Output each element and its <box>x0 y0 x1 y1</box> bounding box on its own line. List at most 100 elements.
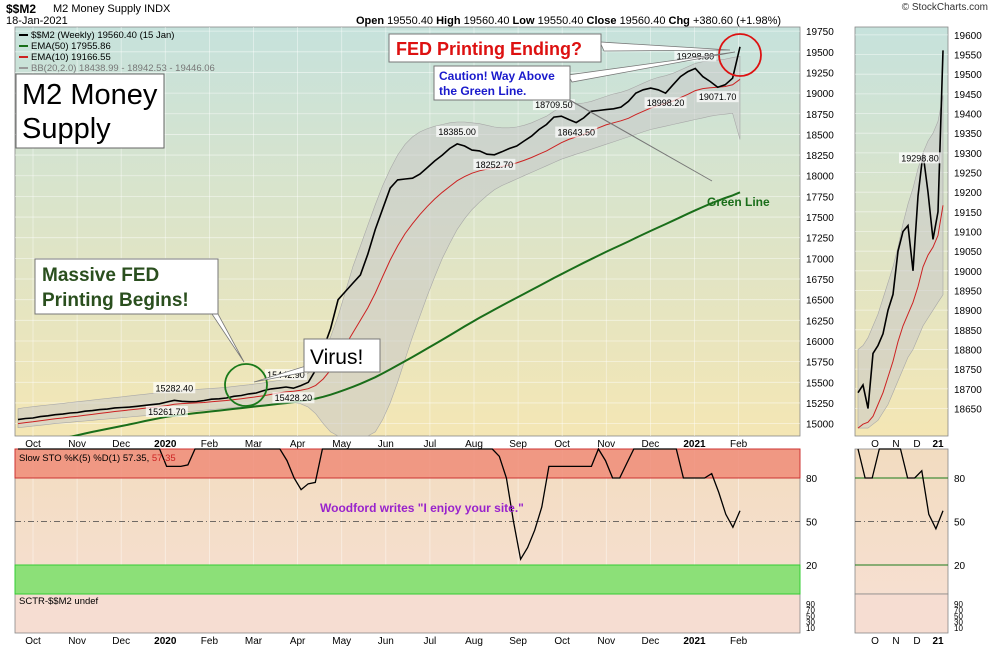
right-y-tick-label: 19150 <box>954 208 982 219</box>
lower-x-tick-label: Jul <box>424 636 437 647</box>
title-box-line2: Supply <box>22 113 111 145</box>
main-x-tick-label: Mar <box>245 439 263 450</box>
lower-x-tick-label: Feb <box>730 636 748 647</box>
right-y-tick-label: 19200 <box>954 188 982 199</box>
main-x-tick-label: Dec <box>642 439 660 450</box>
right-y-tick-label: 19100 <box>954 228 982 239</box>
stockcharts-credit: © StockCharts.com <box>901 2 988 13</box>
chart-symbol-name: M2 Money Supply INDX <box>53 3 170 15</box>
fed-ending-pointer <box>599 41 731 52</box>
price-value-label-bg <box>145 405 188 417</box>
main-x-tick-label: Feb <box>201 439 219 450</box>
ohlc-close: Close 19560.40 <box>586 15 669 27</box>
ohlc-open: Open 19550.40 <box>356 15 437 27</box>
main-x-tick-label: Feb <box>730 439 748 450</box>
main-x-tick-label: 2021 <box>683 439 706 450</box>
right-x-tick-label: 21 <box>932 439 944 450</box>
stoch-y-tick-label: 80 <box>806 474 818 485</box>
right-y-tick-label: 19400 <box>954 110 982 121</box>
right-y-tick-label: 18850 <box>954 326 982 337</box>
right-stoch-y-tick-label: 20 <box>954 561 966 572</box>
price-value-label: 15282.40 <box>153 382 196 394</box>
price-value-label: 18709.50 <box>532 99 575 111</box>
right-y-tick-label: 18750 <box>954 365 982 376</box>
lower-x-tick-label: May <box>332 636 351 647</box>
price-value-label-text: 19298.80 <box>677 51 715 61</box>
right-x-tick-label: O <box>871 439 879 450</box>
lower-x-tick-label: Oct <box>25 636 41 647</box>
sctr-legend: SCTR-$$M2 undef <box>19 596 99 607</box>
lower-x-tick-label: 2020 <box>154 636 177 647</box>
lower-x-tick-label: Sep <box>509 636 527 647</box>
fed-begins-line2: Printing Begins! <box>42 290 189 311</box>
main-y-tick-label: 15250 <box>806 399 834 410</box>
lower-x-tick-label: Feb <box>201 636 219 647</box>
price-value-label-bg <box>153 382 196 394</box>
right-bollinger-fill <box>857 95 944 429</box>
main-x-tick-label: May <box>332 439 351 450</box>
main-y-tick-label: 19000 <box>806 89 834 100</box>
stoch-overbought-zone <box>14 448 801 479</box>
price-value-label-text: 18709.50 <box>535 100 573 110</box>
right-value-label: 19298.80 <box>899 152 941 164</box>
lower-x-tick-label: Nov <box>597 636 615 647</box>
caution-line1: Caution! Way Above <box>439 69 555 83</box>
right-y-tick-label: 19550 <box>954 51 982 62</box>
main-x-tick-label: Nov <box>597 439 615 450</box>
virus-callout <box>303 338 381 373</box>
ema10-line <box>17 78 741 425</box>
right-x-tick-label: D <box>913 439 920 450</box>
right-y-tick-label: 19250 <box>954 169 982 180</box>
lower-x-tick-label: Aug <box>465 636 483 647</box>
fed-begins-callout <box>34 258 219 315</box>
ohlc-low: Low 19550.40 <box>512 15 587 27</box>
main-x-tick-label: Jun <box>378 439 394 450</box>
sctr-tick-label: 30 <box>806 618 815 627</box>
chart-symbol: $$M2 <box>6 2 37 16</box>
stoch-legend-d: 57.35 <box>152 453 176 464</box>
stoch-y-tick-label: 50 <box>806 518 818 529</box>
price-value-label: 15428.20 <box>272 392 315 404</box>
right-lower-x-tick-label: O <box>871 636 879 647</box>
right-y-tick-label: 18650 <box>954 404 982 415</box>
main-y-tick-label: 19750 <box>806 27 834 38</box>
price-value-label-bg <box>473 158 516 170</box>
sctr-tick-label: 70 <box>806 606 815 615</box>
right-x-tick-label: N <box>892 439 899 450</box>
chart-date: 18-Jan-2021 <box>6 15 68 27</box>
right-y-tick-label: 18700 <box>954 385 982 396</box>
legend-entry: $$M2 (Weekly) 19560.40 (15 Jan) <box>31 30 174 41</box>
price-value-label-text: 18643.50 <box>557 128 595 138</box>
main-y-tick-label: 15750 <box>806 358 834 369</box>
price-line <box>17 46 741 421</box>
right-y-tick-label: 19500 <box>954 70 982 81</box>
right-sctr-tick-label: 50 <box>954 612 963 621</box>
right-stoch-y-tick-label: 80 <box>954 474 966 485</box>
right-y-tick-label: 19600 <box>954 31 982 42</box>
woodford-annotation: Woodford writes "I enjoy your site." <box>320 501 524 515</box>
ohlc-high: High 19560.40 <box>436 15 513 27</box>
stoch-legend: Slow STO %K(5) %D(1) 57.35, 57.35 <box>19 453 176 464</box>
price-value-label: 19071.70 <box>696 91 739 103</box>
fed-ending-callout <box>388 33 602 63</box>
main-y-tick-label: 17000 <box>806 254 834 265</box>
main-y-tick-label: 17750 <box>806 192 834 203</box>
stoch-oversold-zone <box>14 564 801 595</box>
main-y-tick-label: 16000 <box>806 337 834 348</box>
fed-begins-circle <box>224 363 268 407</box>
main-x-tick-label: Oct <box>554 439 570 450</box>
main-y-tick-label: 15000 <box>806 420 834 431</box>
price-value-label: 18643.50 <box>555 126 598 138</box>
main-y-tick-label: 16250 <box>806 316 834 327</box>
price-value-label-text: 18385.00 <box>438 127 476 137</box>
main-y-tick-label: 19500 <box>806 48 834 59</box>
legend-entry: BB(20,2.0) 18438.99 - 18942.53 - 19446.0… <box>31 63 215 74</box>
right-ema10-line <box>857 205 944 429</box>
right-y-tick-label: 18950 <box>954 286 982 297</box>
right-sctr-tick-label: 90 <box>954 600 963 609</box>
main-x-tick-label: Jul <box>424 439 437 450</box>
right-y-tick-label: 19000 <box>954 267 982 278</box>
main-x-tick-label: Aug <box>465 439 483 450</box>
right-value-label-text: 19298.80 <box>901 153 939 163</box>
